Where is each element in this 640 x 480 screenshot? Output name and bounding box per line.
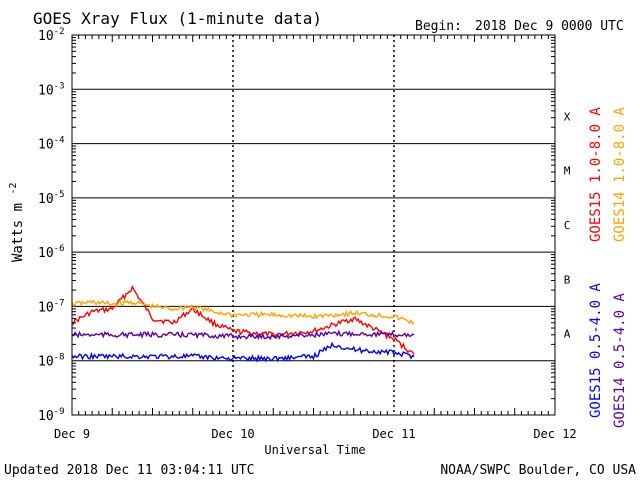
credit-text: NOAA/SWPC Boulder, CO USA <box>440 463 636 478</box>
series-layer <box>71 284 415 363</box>
y-tick-base: 10 <box>38 83 54 98</box>
flare-class-label: C <box>564 219 571 232</box>
y-tick-label: 10-9 <box>38 407 65 424</box>
y-tick-exp: -4 <box>54 136 65 146</box>
flare-class-label: B <box>564 273 571 286</box>
y-tick-base: 10 <box>38 300 54 315</box>
y-tick-exp: -7 <box>54 298 65 308</box>
y-tick-exp: -8 <box>54 353 65 363</box>
series-line-1 <box>71 299 415 325</box>
y-tick-label: 10-5 <box>38 190 65 207</box>
y-tick-exp: -6 <box>54 244 65 254</box>
plot-frame <box>71 34 556 416</box>
grid-layer <box>72 35 555 415</box>
y-tick-base: 10 <box>38 192 54 207</box>
series-line-2 <box>71 341 415 363</box>
legend-goes15-short: GOES15 0.5-4.0 A <box>588 283 604 418</box>
updated-text: Updated 2018 Dec 11 03:04:11 UTC <box>4 463 254 478</box>
y-axis-label: Watts m -2 <box>8 183 26 263</box>
y-tick-exp: -2 <box>54 27 65 37</box>
legend-goes15-long: GOES15 1.0-8.0 A <box>588 107 604 242</box>
y-tick-base: 10 <box>38 409 54 424</box>
legend-goes14-short: GOES14 0.5-4.0 A <box>612 293 628 428</box>
y-tick-exp: -3 <box>54 81 65 91</box>
begin-label: Begin: <box>415 19 462 34</box>
flare-class-label: X <box>564 110 571 123</box>
legend-goes14-long: GOES14 1.0-8.0 A <box>612 107 628 242</box>
y-tick-base: 10 <box>38 138 54 153</box>
chart-title: GOES Xray Flux (1-minute data) <box>33 9 322 28</box>
series-line-3 <box>71 329 415 341</box>
y-axis-label-exp: -2 <box>8 183 19 195</box>
begin-value: 2018 Dec 9 0000 UTC <box>475 19 624 34</box>
y-tick-label: 10-2 <box>38 27 65 44</box>
x-tick-label: Dec 10 <box>211 427 254 441</box>
y-tick-base: 10 <box>38 29 54 44</box>
y-tick-label: 10-3 <box>38 81 65 98</box>
flare-class-label: M <box>564 165 571 178</box>
y-tick-label: 10-4 <box>38 136 65 153</box>
x-tick-label: Dec 9 <box>54 427 90 441</box>
y-tick-base: 10 <box>38 246 54 261</box>
y-tick-exp: -9 <box>54 407 65 417</box>
series-line-0 <box>71 284 415 355</box>
y-tick-base: 10 <box>38 355 54 370</box>
y-tick-exp: -5 <box>54 190 65 200</box>
y-tick-label: 10-7 <box>38 298 65 315</box>
x-tick-label: Dec 11 <box>372 427 415 441</box>
x-axis-label: Universal Time <box>264 443 365 457</box>
y-axis-label-text: Watts m <box>10 203 26 262</box>
x-tick-label: Dec 12 <box>533 427 576 441</box>
y-tick-label: 10-6 <box>38 244 65 261</box>
flare-class-label: A <box>564 328 571 341</box>
y-tick-label: 10-8 <box>38 353 65 370</box>
